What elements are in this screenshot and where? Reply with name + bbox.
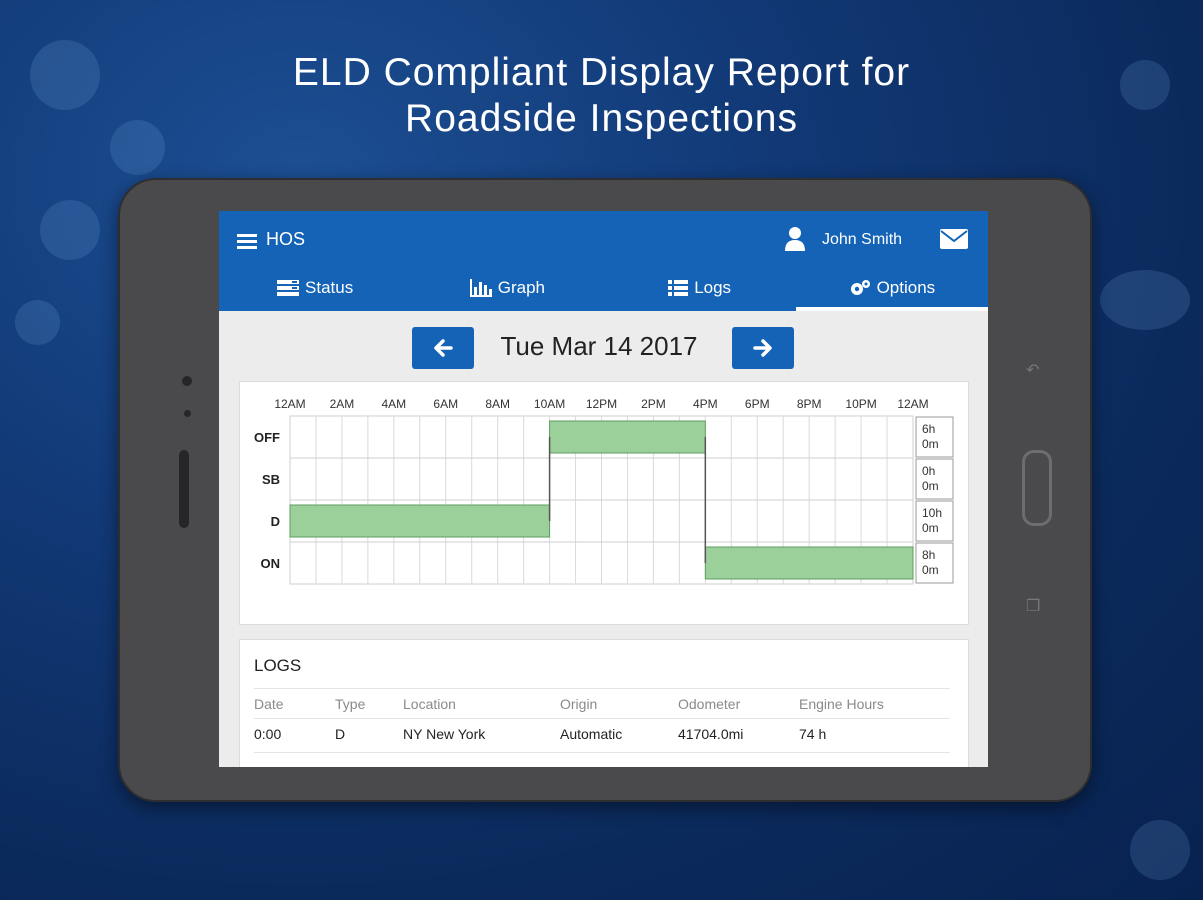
column-header-origin: Origin: [560, 696, 598, 712]
table-divider: [254, 718, 950, 719]
logs-card: LOGS Date Type Location Origin Odometer …: [239, 639, 969, 767]
tab-options-label: Options: [876, 278, 936, 297]
column-header-date: Date: [254, 696, 284, 712]
status-total-box: [915, 416, 954, 458]
gears-icon: [850, 280, 870, 295]
tab-options[interactable]: Options: [795, 265, 988, 311]
tab-status[interactable]: Status: [219, 265, 411, 311]
current-date: Tue Mar 14 2017: [500, 331, 698, 361]
bokeh-decoration: [1120, 60, 1170, 110]
time-tick-label: 2PM: [641, 397, 666, 411]
time-tick-label: 10PM: [845, 397, 876, 411]
app-screen: HOS John Smith Status: [219, 211, 988, 767]
headline: ELD Compliant Display Report for Roadsid…: [0, 50, 1203, 142]
table-divider: [254, 752, 950, 753]
time-tick-label: 12AM: [897, 397, 928, 411]
cell-location: NY New York: [403, 726, 486, 742]
app-header: HOS John Smith Status: [219, 211, 988, 311]
tab-logs[interactable]: Logs: [604, 265, 796, 311]
recent-apps-icon[interactable]: ❐: [1026, 598, 1041, 615]
status-total-minutes: 0m: [922, 437, 939, 451]
user-icon[interactable]: [784, 226, 806, 252]
speaker-grille: [179, 450, 189, 528]
headline-line-2: Roadside Inspections: [405, 97, 798, 140]
date-navigator: Tue Mar 14 2017: [219, 323, 988, 371]
status-total-minutes: 0m: [922, 563, 939, 577]
time-tick-label: 6AM: [433, 397, 458, 411]
sensor-icon: [184, 410, 191, 417]
back-key-icon[interactable]: ↶: [1026, 362, 1040, 379]
duty-segment-off: [549, 420, 706, 454]
bokeh-decoration: [110, 120, 165, 175]
tab-status-label: Status: [305, 278, 354, 297]
status-total-hours: 0h: [922, 464, 935, 478]
user-name[interactable]: John Smith: [822, 231, 903, 248]
status-row-label: OFF: [254, 430, 280, 445]
list-icon: [668, 280, 689, 296]
previous-day-button[interactable]: [412, 327, 474, 369]
status-total-box: [915, 500, 954, 542]
status-total-minutes: 0m: [922, 479, 939, 493]
status-row-label: ON: [261, 556, 281, 571]
status-total-box: [915, 542, 954, 584]
bokeh-decoration: [1130, 820, 1190, 880]
time-tick-label: 4PM: [693, 397, 718, 411]
status-row-label: SB: [262, 472, 280, 487]
bar-chart-icon: [469, 279, 492, 297]
time-tick-label: 2AM: [330, 397, 355, 411]
time-tick-label: 12AM: [274, 397, 305, 411]
hamburger-menu-icon[interactable]: [237, 231, 257, 252]
status-total-minutes: 0m: [922, 521, 939, 535]
column-header-location: Location: [403, 696, 456, 712]
tab-bar: Status Graph Logs: [219, 265, 988, 311]
next-day-button[interactable]: [732, 327, 794, 369]
duty-segment-on: [704, 546, 914, 580]
bokeh-decoration: [30, 40, 100, 110]
tab-graph-label: Graph: [497, 278, 545, 297]
time-tick-label: 10AM: [534, 397, 565, 411]
headline-line-1: ELD Compliant Display Report for: [292, 51, 911, 94]
column-header-type: Type: [335, 696, 366, 712]
time-tick-label: 6PM: [745, 397, 770, 411]
cell-origin: Automatic: [560, 726, 623, 742]
duty-segment-d: [289, 504, 551, 538]
time-tick-label: 12PM: [586, 397, 617, 411]
tab-graph[interactable]: Graph: [411, 265, 603, 311]
cell-engine-hours: 74 h: [799, 726, 827, 742]
status-total-hours: 6h: [922, 422, 935, 436]
bokeh-decoration: [1100, 270, 1190, 330]
logs-title: LOGS: [254, 656, 302, 675]
time-tick-label: 8PM: [797, 397, 822, 411]
status-total-hours: 8h: [922, 548, 935, 562]
table-divider: [254, 688, 950, 689]
duty-status-graph: 12AM 2AM 4AM 6AM 8AM 10AM 12PM 2PM 4PM 6PM 8PM 10PM…: [254, 397, 954, 585]
app-title: HOS: [266, 229, 306, 249]
tablet-device: ↶ ❐ HOS John Smith Status: [118, 178, 1092, 802]
cell-date: 0:00: [254, 726, 282, 742]
camera-icon: [182, 376, 192, 386]
status-row-label: D: [271, 514, 280, 529]
tab-logs-label: Logs: [694, 278, 732, 297]
mail-icon[interactable]: [940, 229, 968, 249]
time-tick-label: 4AM: [381, 397, 406, 411]
cell-type: D: [335, 726, 346, 742]
bokeh-decoration: [15, 300, 60, 345]
status-total-box: [915, 458, 954, 500]
status-total-hours: 10h: [922, 506, 942, 520]
status-icon: [277, 280, 300, 296]
bokeh-decoration: [40, 200, 100, 260]
column-header-engine-hours: Engine Hours: [799, 696, 884, 712]
time-tick-label: 8AM: [485, 397, 510, 411]
home-button[interactable]: [1022, 450, 1052, 526]
arrow-right-icon: [753, 339, 772, 357]
column-header-odometer: Odometer: [678, 696, 741, 712]
duty-status-graph-card: 12AM 2AM 4AM 6AM 8AM 10AM 12PM 2PM 4PM 6PM 8PM 10PM…: [239, 381, 969, 625]
cell-odometer: 41704.0mi: [678, 726, 744, 742]
arrow-left-icon: [434, 339, 453, 357]
